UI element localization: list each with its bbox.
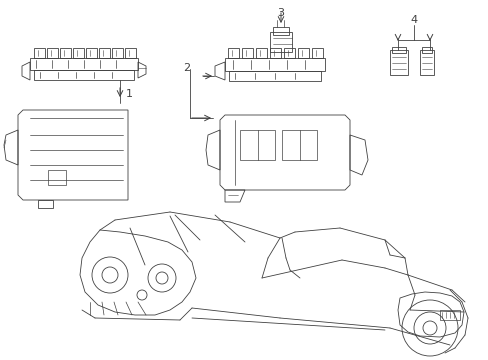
Bar [47,48,58,58]
Bar [389,50,407,75]
Text: 2: 2 [183,63,190,73]
Bar [269,48,281,58]
Bar [256,48,266,58]
Bar [439,310,459,320]
Bar [48,170,66,185]
Bar [282,130,316,160]
Bar [125,48,136,58]
Bar [391,47,405,53]
Bar [421,47,431,53]
Bar [311,48,323,58]
Bar [228,71,320,81]
Bar [240,130,274,160]
Bar [99,48,110,58]
Bar [34,48,45,58]
Bar [30,58,138,70]
Bar [272,27,288,35]
Bar [284,48,294,58]
Bar [242,48,252,58]
Bar [227,48,239,58]
Text: 4: 4 [409,15,417,25]
Bar [269,32,291,52]
Text: 1: 1 [126,89,133,99]
Bar [60,48,71,58]
Bar [297,48,308,58]
Bar [73,48,84,58]
Bar [224,58,325,71]
Bar [34,70,134,80]
Text: 3: 3 [277,8,284,18]
Bar [86,48,97,58]
Bar [112,48,123,58]
Bar [419,50,433,75]
